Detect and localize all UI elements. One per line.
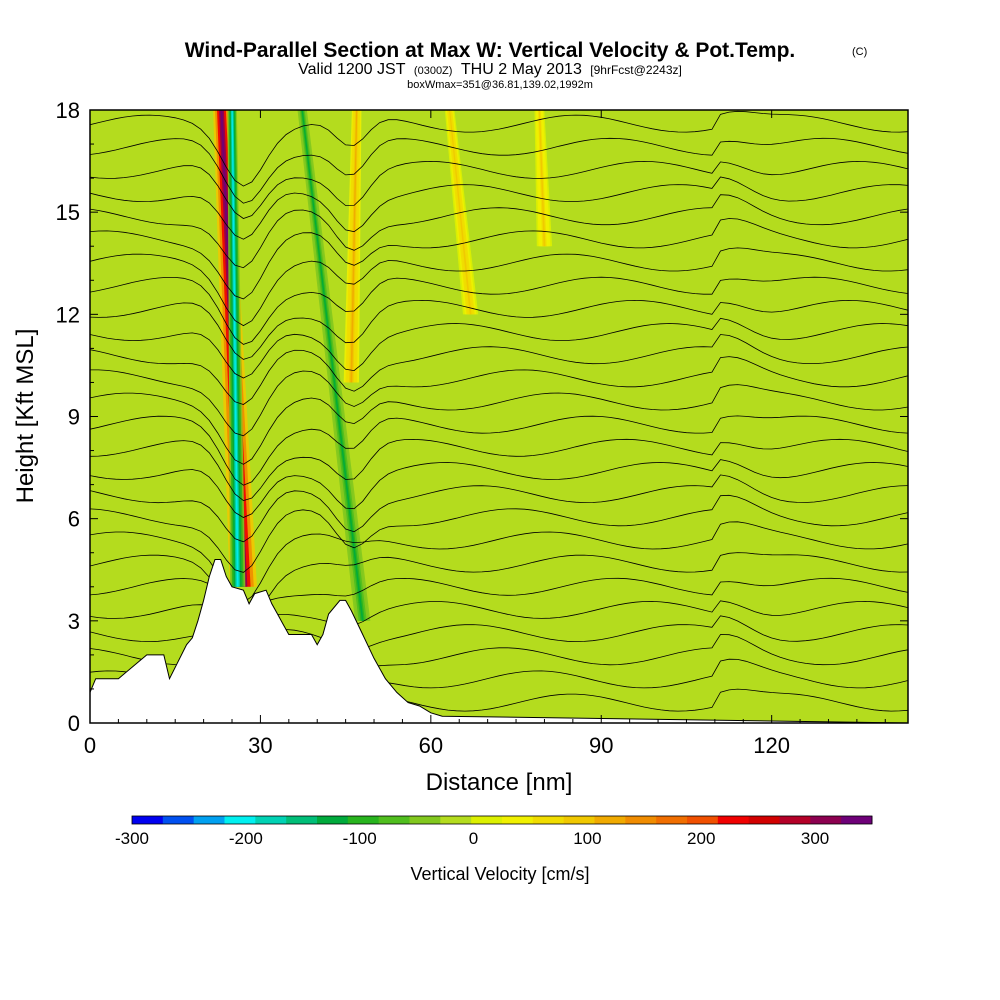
isentrope-line xyxy=(90,317,908,379)
colorbar-swatch xyxy=(132,816,164,824)
colorbar-swatch xyxy=(255,816,287,824)
y-tick-label: 9 xyxy=(68,405,80,430)
isentrope-line xyxy=(90,160,908,219)
chart-title: Wind-Parallel Section at Max W: Vertical… xyxy=(185,39,796,62)
terrain-profile xyxy=(90,559,908,723)
isentrope-line xyxy=(90,218,908,300)
colorbar-swatch xyxy=(748,816,780,824)
colorbar-swatch xyxy=(378,816,410,824)
isentrope-line xyxy=(90,247,908,327)
updraft-band-2-level-4 xyxy=(449,110,472,315)
colorbar-swatch xyxy=(779,816,811,824)
isentrope-line xyxy=(90,137,908,204)
downdraft-band-1-level-4 xyxy=(301,110,364,621)
colorbar-swatch xyxy=(625,816,657,824)
colorbar-swatch xyxy=(440,816,472,824)
colorbar xyxy=(131,815,873,825)
colorbar-swatch xyxy=(162,816,195,824)
colorbar-swatch xyxy=(286,816,318,824)
colorbar-swatch xyxy=(594,816,626,824)
isentrope-line xyxy=(90,276,908,345)
colorbar-swatch xyxy=(841,816,873,824)
x-tick-label: 90 xyxy=(589,733,613,758)
isentrope-lines xyxy=(90,110,908,723)
x-tick-label: 30 xyxy=(248,733,272,758)
isentrope-line xyxy=(90,474,908,543)
colorbar-tick-label: 100 xyxy=(573,829,601,848)
plot-area xyxy=(90,110,908,723)
colorbar-swatch xyxy=(717,816,750,824)
isentrope-line xyxy=(90,194,908,269)
box-max-info: boxWmax=351@36.81,139.02,1992m xyxy=(407,79,593,91)
y-tick-label: 0 xyxy=(68,711,80,736)
colorbar-swatch xyxy=(810,816,842,824)
colorbar-tick-label: -100 xyxy=(343,829,377,848)
y-tick-label: 3 xyxy=(68,609,80,634)
isentrope-line xyxy=(90,415,908,486)
isentrope-line xyxy=(90,459,908,518)
downdraft-band-0-level-4 xyxy=(231,110,239,587)
x-axis: 0 30 60 90 120 xyxy=(84,110,886,758)
colorbar-tick-label: -300 xyxy=(115,829,149,848)
colorbar-swatch xyxy=(532,816,565,824)
colorbar-swatch xyxy=(409,816,441,824)
x-axis-label: Distance [nm] xyxy=(426,769,573,796)
updraft-band-1-level-4 xyxy=(350,110,358,383)
valid-time-line: Valid 1200 JST (0300Z) THU 2 May 2013 [9… xyxy=(298,61,682,78)
colorbar-frame xyxy=(131,815,873,825)
colorbar-swatch xyxy=(687,816,719,824)
isentrope-line xyxy=(90,494,908,573)
forecast-tag: [9hrFcst@2243z] xyxy=(590,63,682,77)
y-tick-label: 15 xyxy=(56,200,80,225)
colorbar-ticks: -300 -200 -100 0 100 200 300 xyxy=(115,829,829,848)
valid-date: THU 2 May 2013 xyxy=(461,61,582,78)
colorbar-tick-label: -200 xyxy=(229,829,263,848)
y-axis-label: Height [Kft MSL] xyxy=(12,329,39,504)
colorbar-tick-label: 0 xyxy=(469,829,478,848)
isentrope-line xyxy=(90,384,908,465)
copyright-mark: (C) xyxy=(852,46,867,58)
y-tick-label: 6 xyxy=(68,507,80,532)
isentrope-line xyxy=(90,176,908,240)
isentrope-line xyxy=(90,299,908,360)
colorbar-tick-label: 200 xyxy=(687,829,715,848)
colorbar-swatch xyxy=(193,816,225,824)
x-tick-label: 0 xyxy=(84,733,96,758)
isentrope-line xyxy=(90,334,908,405)
colorbar-swatch xyxy=(502,816,534,824)
colorbar-swatch xyxy=(563,816,595,824)
colorbar-swatch xyxy=(317,816,349,824)
isentrope-line xyxy=(90,438,908,502)
colorbar-swatch xyxy=(347,816,380,824)
valid-utc: (0300Z) xyxy=(414,65,453,77)
colorbar-label: Vertical Velocity [cm/s] xyxy=(410,864,589,884)
colorbar-swatch xyxy=(224,816,256,824)
colorbar-swatch xyxy=(656,816,688,824)
y-tick-label: 12 xyxy=(56,302,80,327)
x-tick-label: 60 xyxy=(419,733,443,758)
colorbar-swatch xyxy=(471,816,503,824)
isentrope-line xyxy=(90,356,908,437)
y-tick-label: 18 xyxy=(56,98,80,123)
valid-prefix: Valid 1200 JST xyxy=(298,61,406,78)
colorbar-tick-label: 300 xyxy=(801,829,829,848)
y-axis: 0 3 6 9 12 15 18 xyxy=(56,98,908,736)
x-tick-label: 120 xyxy=(753,733,790,758)
velocity-field xyxy=(213,110,553,621)
